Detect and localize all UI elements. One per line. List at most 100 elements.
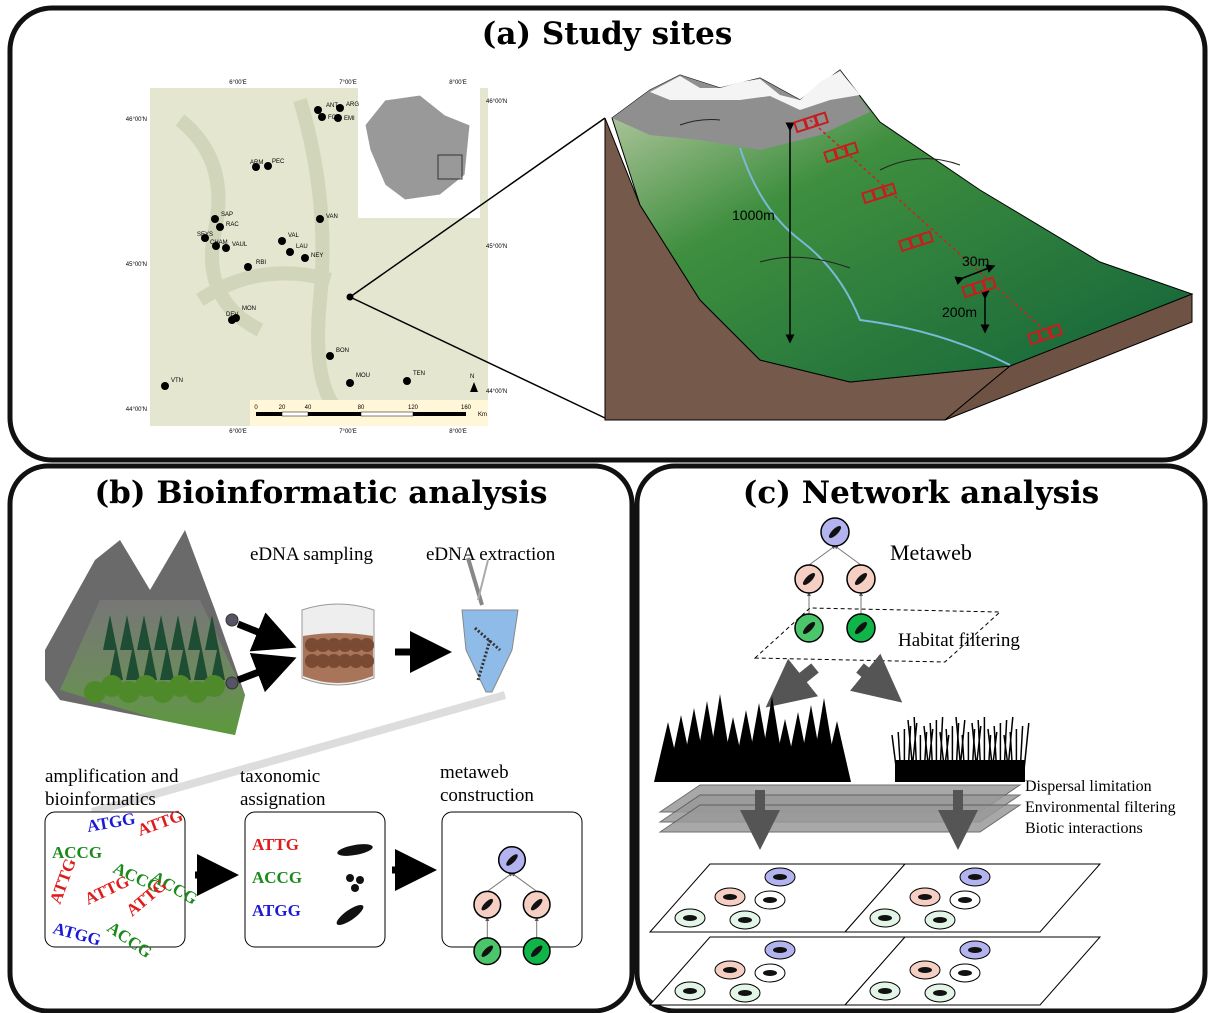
organism [958, 970, 972, 976]
organism [683, 988, 697, 994]
grass [1003, 734, 1011, 783]
grass [955, 716, 963, 783]
edge [834, 545, 862, 566]
grass [1022, 722, 1030, 783]
tree [152, 681, 174, 703]
step-label: eDNA extraction [426, 544, 556, 565]
organism [828, 525, 842, 539]
tree [126, 645, 140, 680]
organism [738, 990, 752, 996]
site-point [161, 382, 169, 390]
site-label: VAL [288, 233, 300, 239]
organism [878, 915, 892, 921]
plot [813, 111, 830, 127]
grass [990, 731, 998, 783]
soil-grain [305, 638, 319, 652]
site-label: VTN [171, 378, 183, 384]
plot [1047, 323, 1064, 339]
site-label: CHAM [210, 240, 228, 246]
edge [808, 545, 836, 566]
grass [910, 722, 918, 783]
spacing-label: 200m [942, 304, 977, 320]
lat-label: 46°00'N [486, 99, 507, 105]
soil-grain [338, 654, 352, 668]
site-point [212, 242, 220, 250]
soil-grain [349, 638, 363, 652]
sequence-box [44, 811, 186, 948]
site-label: ANT [326, 103, 338, 109]
grass [907, 719, 915, 783]
organism [854, 621, 868, 635]
grass [1002, 719, 1008, 783]
tree [823, 721, 851, 782]
panel-title: (c) Network analysis [743, 475, 1100, 511]
site-label: TEN [413, 371, 425, 377]
sequence: ATTG [252, 835, 299, 854]
step-label: bioinformatics [45, 789, 156, 810]
transect [961, 276, 998, 299]
plot [961, 283, 977, 299]
tree [188, 615, 202, 650]
scale-label: 20 [279, 405, 286, 411]
tree [205, 615, 219, 650]
plot [881, 182, 898, 198]
soil-grain [316, 654, 330, 668]
site-label: VAUL [232, 242, 248, 248]
organism [481, 898, 494, 911]
lat-label: 45°00'N [126, 262, 147, 268]
grass [913, 716, 918, 783]
step-label: amplification and [45, 766, 179, 787]
scale-label: 0 [254, 405, 258, 411]
panel-a-frame [7, 5, 1208, 463]
panel-title: (b) Bioinformatic analysis [95, 475, 548, 511]
tree [109, 645, 123, 680]
lon-label: 6°00'E [229, 80, 247, 86]
soil-grain [360, 638, 374, 652]
site-point [314, 106, 322, 114]
grass [987, 728, 995, 783]
organism [773, 947, 787, 953]
soil-grain [360, 654, 374, 668]
organism [968, 874, 982, 880]
sequence: ACCG [52, 843, 102, 862]
grass [891, 734, 899, 783]
panel-b-frame [7, 463, 635, 1013]
lat-label: 46°00'N [126, 117, 147, 123]
grass [939, 731, 947, 783]
edge [511, 872, 537, 892]
organism [773, 874, 787, 880]
grass [1006, 716, 1014, 783]
lon-label: 8°00'E [449, 429, 467, 435]
grass [942, 734, 950, 783]
soil-grain [305, 654, 319, 668]
site-point [346, 379, 354, 387]
organism [933, 990, 947, 996]
organism [506, 854, 518, 866]
tree [171, 615, 185, 650]
site-point [278, 237, 286, 245]
site-point [334, 114, 342, 122]
tree [101, 675, 123, 697]
tree [137, 615, 151, 650]
site-point [228, 316, 236, 324]
filter-label: Biotic interactions [1025, 820, 1143, 837]
site-label: ARG [346, 102, 359, 108]
step-label: assignation [240, 789, 326, 810]
tree [143, 645, 157, 680]
scale-unit: Km [478, 412, 487, 418]
plot [833, 144, 849, 160]
organism [530, 898, 543, 911]
grass [958, 719, 966, 783]
site-point [211, 215, 219, 223]
north-arrow [470, 382, 478, 392]
organism [763, 970, 777, 976]
soil-grain [327, 638, 341, 652]
grass [977, 719, 982, 783]
plot [823, 148, 839, 164]
site-point [222, 244, 230, 252]
organism [854, 572, 868, 586]
organism [530, 945, 543, 957]
site-point [326, 352, 334, 360]
site-label: RBI [256, 260, 266, 266]
